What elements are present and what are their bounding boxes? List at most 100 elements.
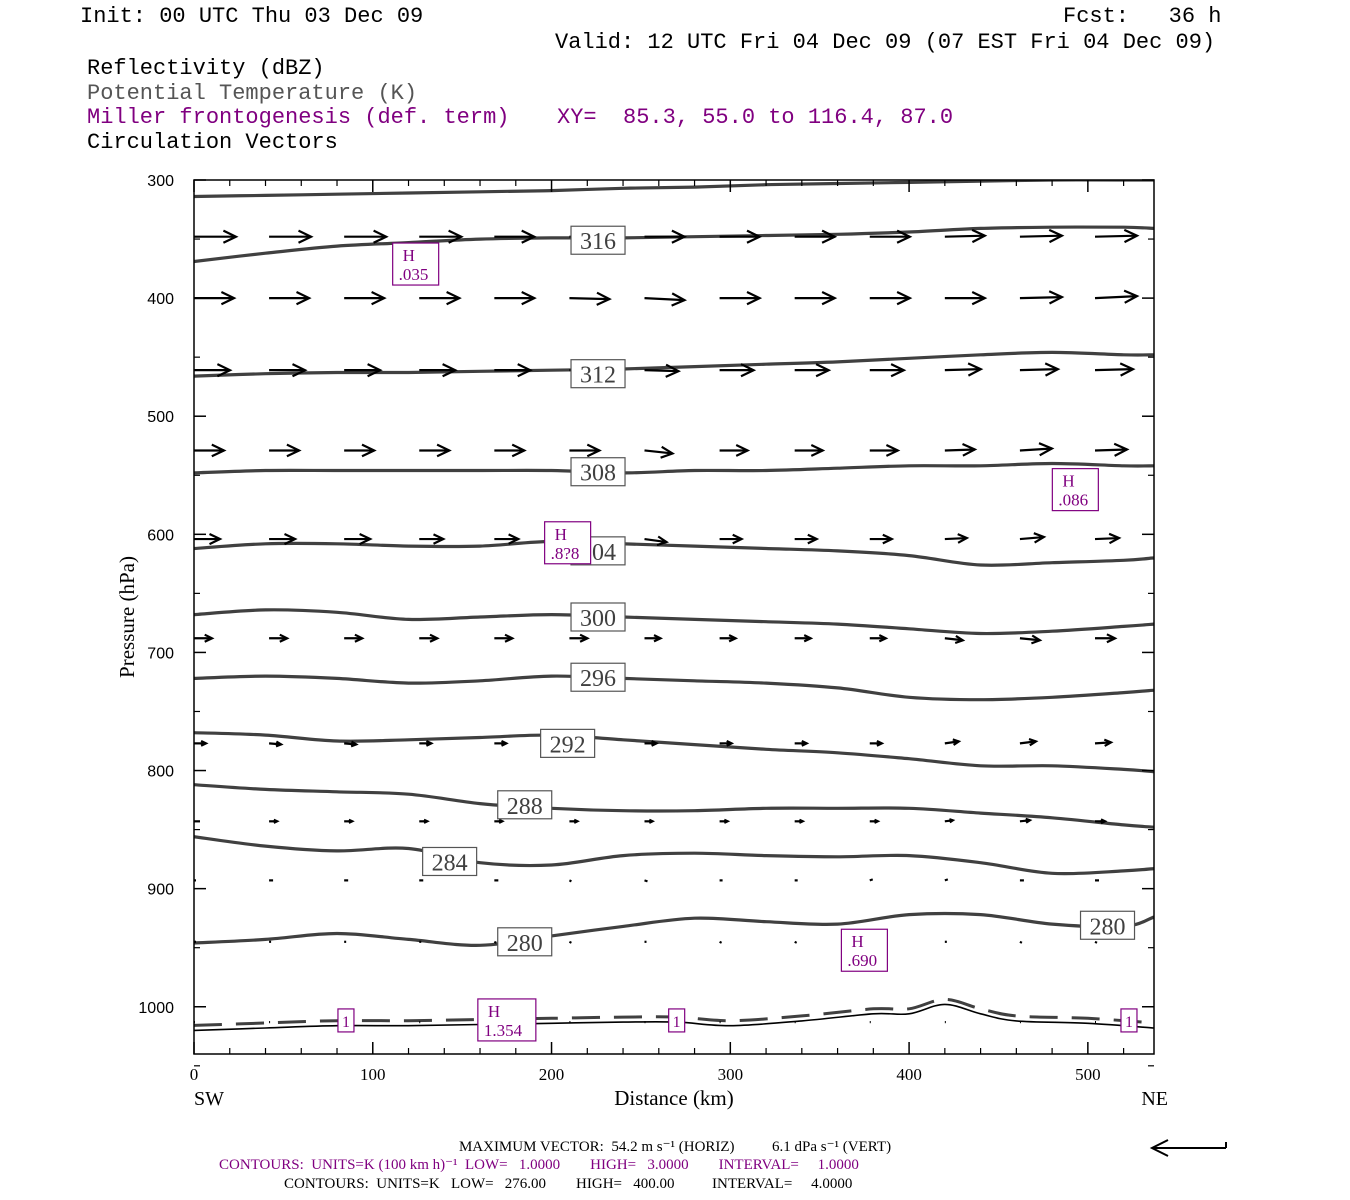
high-marker: H [1062, 472, 1074, 491]
svg-text:1: 1 [342, 1014, 350, 1031]
vector-arrow [494, 533, 521, 545]
vector-arrow [568, 879, 572, 883]
high-value: .8?8 [551, 544, 580, 563]
field-frontogenesis: Miller frontogenesis (def. term) [87, 105, 510, 130]
vector-arrow [944, 291, 988, 306]
x-tick-label: 100 [360, 1065, 386, 1084]
high-marker: H [555, 525, 567, 544]
contours-theta-footer: CONTOURS: UNITS=K LOW= 276.00 HIGH= 400.… [284, 1176, 853, 1192]
terrain-boundary [194, 1003, 1154, 1032]
vector-arrow [269, 818, 280, 824]
isentrope-label: 284 [422, 846, 478, 876]
vector-arrow [194, 533, 223, 546]
vector-arrow [944, 878, 949, 882]
svg-text:1: 1 [1125, 1014, 1133, 1031]
vector-arrow [944, 442, 978, 457]
vector-arrow [644, 879, 648, 883]
vector-arrow [1154, 820, 1162, 823]
vector-arrow [419, 818, 430, 824]
isentrope-304 [194, 539, 1154, 567]
vector-arrow [644, 292, 688, 307]
frontogenesis-high: H.035 [392, 242, 440, 286]
high-value: 1.354 [484, 1021, 523, 1040]
vector-arrow [1094, 228, 1140, 244]
vector-arrow [268, 740, 284, 748]
isentrope-label: 316 [570, 225, 626, 255]
vector-arrow [344, 818, 355, 824]
vector-arrow [794, 229, 838, 244]
vector-arrow [1019, 940, 1023, 944]
svg-text:288: 288 [507, 794, 543, 820]
vector-arrow [419, 633, 440, 643]
circulation-vectors [194, 228, 1194, 1024]
isentrope-label: 292 [540, 728, 596, 758]
vector-arrow [344, 740, 359, 748]
isentrope-296 [194, 674, 1154, 702]
x-tick-label: 400 [896, 1065, 922, 1084]
vector-arrow [1094, 940, 1098, 944]
vector-arrow [869, 363, 907, 378]
vector-arrow [794, 940, 798, 944]
y-tick-label: 700 [147, 645, 174, 662]
svg-text:316: 316 [580, 229, 616, 255]
vector-arrow [794, 444, 826, 457]
reference-vector-arrow [1149, 1139, 1227, 1157]
vector-arrow [1019, 290, 1065, 305]
svg-text:292: 292 [550, 732, 586, 758]
vector-arrow [1095, 633, 1118, 644]
vector-arrow [194, 633, 215, 643]
vector-arrow [944, 228, 988, 244]
max-vector-footer: MAXIMUM VECTOR: 54.2 m s⁻¹ (HORIZ) 6.1 d… [458, 1139, 892, 1155]
x-tick-label: 200 [539, 1065, 565, 1084]
contours-fronto-footer: CONTOURS: UNITS=K (100 km h)⁻¹ LOW= 1.00… [219, 1157, 859, 1173]
vector-arrow [869, 229, 913, 244]
high-value: .086 [1058, 491, 1088, 510]
vector-arrow [1154, 635, 1172, 642]
near-surface-isentrope [194, 997, 1154, 1027]
terrain-line [194, 997, 1154, 1032]
vector-arrow [569, 818, 580, 824]
field-reflectivity: Reflectivity (dBZ) [87, 56, 325, 81]
init-time: Init: 00 UTC Thu 03 Dec 09 [80, 4, 424, 29]
vector-arrow [494, 443, 527, 458]
vector-arrow [719, 940, 723, 944]
vector-arrow [344, 229, 389, 244]
vector-arrow [494, 229, 537, 244]
svg-text:1: 1 [673, 1014, 681, 1031]
isentrope-316 [194, 225, 1154, 264]
field-potential-temperature: Potential Temperature (K) [87, 81, 418, 106]
vector-arrow [1154, 231, 1194, 243]
vector-arrow [569, 443, 602, 458]
frontogenesis-contour-label: 1 [337, 1008, 355, 1033]
vector-arrow [419, 229, 464, 244]
vector-arrow [644, 535, 670, 547]
vector-arrow [1094, 289, 1140, 304]
vector-arrow [419, 363, 458, 378]
vector-arrow [1019, 442, 1055, 457]
vector-arrow [344, 291, 387, 306]
vector-arrow [194, 443, 227, 458]
vector-arrow [494, 633, 515, 643]
isentrope-label: 312 [570, 359, 626, 389]
vector-arrow [194, 363, 233, 378]
isentrope-292 [194, 731, 1154, 774]
vector-arrow [494, 363, 533, 378]
plot-frame [193, 179, 1155, 1055]
vector-arrow [644, 818, 656, 824]
vector-arrow [344, 443, 377, 458]
vector-arrow [269, 291, 312, 306]
vector-arrow [1154, 741, 1168, 747]
svg-text:308: 308 [580, 461, 616, 487]
vector-arrow [1019, 362, 1061, 377]
vector-arrow [719, 363, 757, 378]
vector-arrow [194, 229, 239, 244]
frontogenesis-high: H.8?8 [544, 521, 592, 565]
x-end-left-label: SW [194, 1088, 224, 1110]
vector-arrow [944, 818, 956, 824]
vector-arrow [569, 633, 590, 643]
vector-arrow [1154, 445, 1184, 457]
x-tick-label: 300 [718, 1065, 744, 1084]
isentrope-308 [194, 461, 1154, 475]
x-tick-label: 0 [190, 1065, 199, 1084]
